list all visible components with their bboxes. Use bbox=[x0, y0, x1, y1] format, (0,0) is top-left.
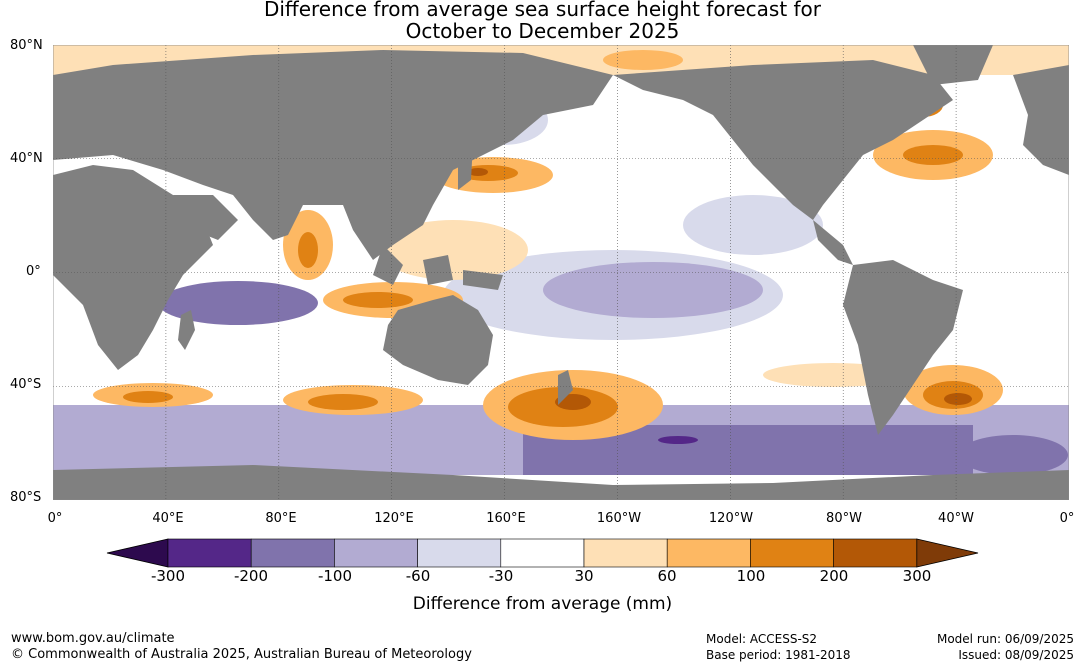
legend-tick: 300 bbox=[902, 567, 932, 585]
land-greenland bbox=[913, 45, 993, 85]
lon-label-80w: 80°W bbox=[826, 511, 862, 526]
legend-tick: 200 bbox=[819, 567, 849, 585]
land-masses bbox=[53, 45, 1069, 500]
lon-label-120w: 120°W bbox=[708, 511, 754, 526]
title-line-1: Difference from average sea surface heig… bbox=[263, 0, 822, 21]
legend-boxes bbox=[167, 538, 918, 568]
footer-issued: Issued: 08/09/2025 bbox=[958, 648, 1074, 662]
legend-box bbox=[167, 538, 252, 568]
legend-box bbox=[666, 538, 751, 568]
land-north-america bbox=[613, 60, 953, 220]
lat-label-40n: 40°N bbox=[10, 151, 43, 166]
footer-model-run: Model run: 06/09/2025 bbox=[936, 632, 1074, 646]
land-australia bbox=[383, 295, 493, 385]
lat-label-80n: 80°N bbox=[10, 38, 43, 53]
legend-tick: -300 bbox=[150, 567, 186, 585]
land-antarctica bbox=[53, 465, 1069, 500]
lon-label-80e: 80°E bbox=[265, 511, 297, 526]
legend-tick: 30 bbox=[574, 567, 594, 585]
lon-label-0-left: 0° bbox=[47, 511, 63, 526]
footer-base-period: Base period: 1981-2018 bbox=[706, 648, 851, 662]
land-arabia bbox=[173, 195, 238, 240]
legend-box bbox=[750, 538, 834, 568]
land-europe-west bbox=[1013, 65, 1069, 175]
land-southeast-asia bbox=[373, 245, 403, 285]
legend-box bbox=[833, 538, 918, 568]
land-central-america bbox=[813, 220, 853, 265]
lon-label-40e: 40°E bbox=[152, 511, 184, 526]
legend-box bbox=[250, 538, 335, 568]
color-legend bbox=[106, 538, 979, 568]
lon-label-0-right: 0° bbox=[1059, 511, 1075, 526]
legend-tick: 60 bbox=[657, 567, 677, 585]
legend-arrow-high bbox=[916, 538, 979, 568]
lon-label-160e: 160°E bbox=[486, 511, 526, 526]
legend-box bbox=[500, 538, 585, 568]
land-borneo bbox=[423, 255, 453, 285]
legend-title: Difference from average (mm) bbox=[412, 594, 673, 614]
legend-tick: -30 bbox=[488, 567, 514, 585]
footer-model: Model: ACCESS-S2 bbox=[706, 632, 818, 646]
lat-label-equator: 0° bbox=[26, 264, 41, 279]
land-south-america bbox=[843, 260, 963, 435]
land-japan bbox=[458, 143, 473, 190]
land-eurasia bbox=[53, 50, 613, 260]
land-africa bbox=[53, 165, 213, 370]
legend-box bbox=[417, 538, 502, 568]
lon-label-120e: 120°E bbox=[374, 511, 414, 526]
legend-box bbox=[583, 538, 668, 568]
land-new-zealand bbox=[558, 370, 573, 405]
footer-copyright: © Commonwealth of Australia 2025, Austra… bbox=[11, 647, 472, 662]
lat-label-80s: 80°S bbox=[10, 490, 42, 505]
legend-tick: 100 bbox=[736, 567, 766, 585]
land-madagascar bbox=[178, 310, 195, 350]
sea-surface-height-map bbox=[53, 45, 1069, 500]
footer-url: www.bom.gov.au/climate bbox=[11, 631, 175, 646]
legend-arrow-low bbox=[106, 538, 169, 568]
lon-label-40w: 40°W bbox=[938, 511, 974, 526]
legend-tick: -100 bbox=[317, 567, 353, 585]
land-new-guinea bbox=[463, 270, 503, 290]
lat-label-40s: 40°S bbox=[10, 377, 42, 392]
lon-label-160w: 160°W bbox=[596, 511, 642, 526]
legend-tick: -60 bbox=[405, 567, 431, 585]
graticule bbox=[53, 45, 1069, 500]
legend-box bbox=[334, 538, 418, 568]
legend-tick: -200 bbox=[233, 567, 269, 585]
title-line-2: October to December 2025 bbox=[405, 19, 680, 43]
